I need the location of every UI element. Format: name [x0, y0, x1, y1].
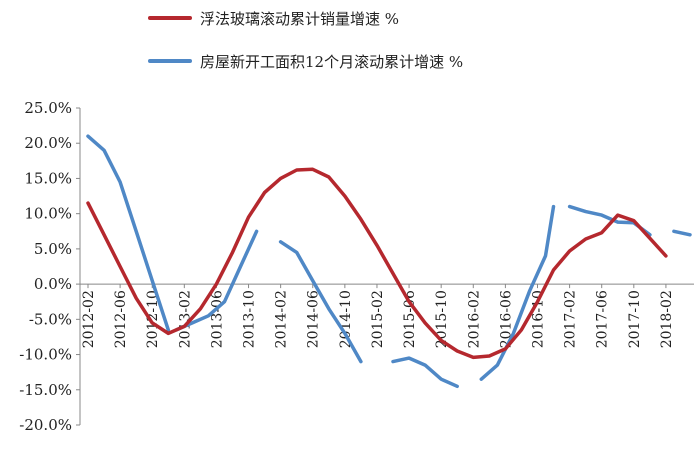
x-tick-label: 2013-06 [209, 290, 225, 348]
x-tick-label: 2012-02 [81, 290, 97, 348]
x-tick-label: 2013-02 [177, 290, 193, 348]
y-tick-label: 10.0% [24, 205, 72, 223]
x-tick-label: 2018-02 [659, 290, 675, 348]
series-line-housing-segment [567, 204, 652, 237]
x-tick-label: 2016-02 [466, 290, 482, 348]
y-tick-label: 0.0% [34, 275, 72, 293]
x-tick-label: 2012-06 [113, 290, 129, 348]
x-tick-label: 2013-10 [242, 290, 258, 348]
series-line-housing-segment [479, 204, 556, 381]
x-tick-label: 2017-10 [627, 290, 643, 348]
series-line-housing-segment [86, 134, 171, 332]
y-tick-label: 15.0% [24, 169, 72, 187]
y-tick-label: -20.0% [19, 416, 72, 434]
legend: 浮法玻璃滚动累计销量增速 % 房屋新开工面积12个月滚动累计增速 % [148, 10, 463, 71]
x-tick-label: 2016-06 [498, 290, 514, 348]
series-line-housing-segment [391, 356, 459, 389]
y-tick-label: -15.0% [19, 381, 72, 399]
x-tick-label: 2015-02 [370, 290, 386, 348]
y-tick-label: -5.0% [29, 310, 72, 328]
series-line-housing-segment [672, 229, 692, 237]
series-line-housing-segment [174, 229, 259, 332]
x-tick-label: 2017-06 [595, 290, 611, 348]
legend-label-housing: 房屋新开工面积12个月滚动累计增速 % [200, 53, 463, 71]
series-line-glass [86, 167, 668, 360]
x-tick-label: 2015-10 [434, 290, 450, 348]
legend-label-glass: 浮法玻璃滚动累计销量增速 % [200, 10, 399, 28]
y-axis-ticks: 25.0% 20.0% 15.0% 10.0% 5.0% 0.0% -5.0% -10.0% -… [19, 99, 80, 434]
series-line-housing-segment [278, 240, 363, 364]
y-tick-label: -10.0% [19, 346, 72, 364]
x-tick-label: 2015-06 [402, 290, 418, 348]
x-tick-label: 2012-10 [145, 290, 161, 348]
x-tick-label: 2014-06 [306, 290, 322, 348]
y-tick-label: 25.0% [24, 99, 72, 117]
x-tick-label: 2014-02 [274, 290, 290, 348]
x-tick-label: 2017-02 [563, 290, 579, 348]
series-layer [86, 134, 692, 389]
x-axis-ticks: 2012-02 2012-06 2012-10 2013-02 2013-06 2013-… [81, 284, 675, 348]
y-tick-label: 5.0% [34, 240, 72, 258]
y-tick-label: 20.0% [24, 134, 72, 152]
x-tick-label: 2014-10 [338, 290, 354, 348]
